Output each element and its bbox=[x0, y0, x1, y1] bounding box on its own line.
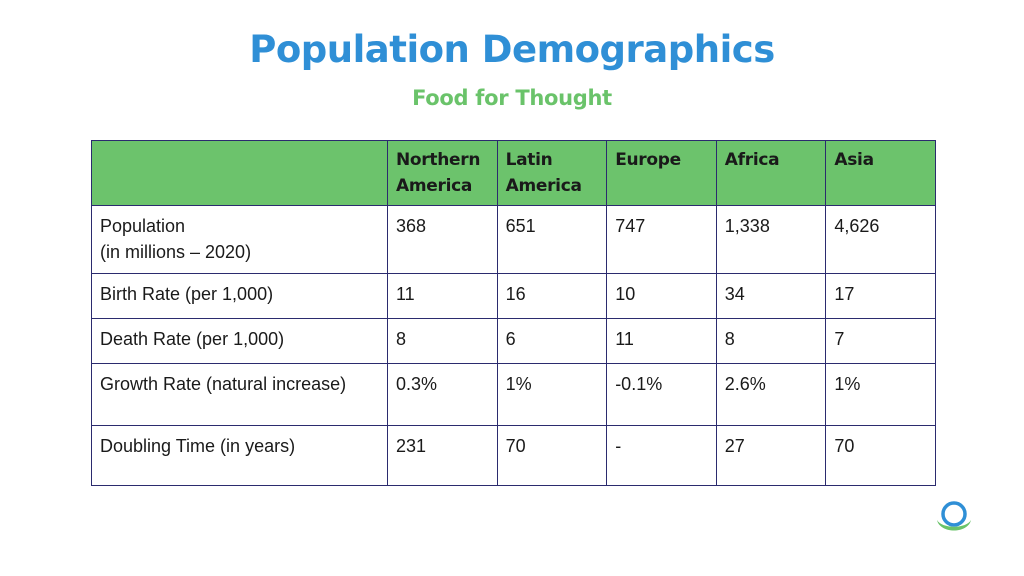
table-header-row: Northern America Latin America Europe Af… bbox=[91, 140, 936, 206]
table-cell: 651 bbox=[496, 205, 608, 274]
table-cell: 70 bbox=[496, 425, 608, 486]
table-cell: 16 bbox=[496, 273, 608, 319]
demographics-table: Northern America Latin America Europe Af… bbox=[91, 140, 936, 486]
table-cell: 7 bbox=[825, 318, 936, 364]
row-label-population: Population (in millions – 2020) bbox=[91, 205, 388, 274]
table-cell: 70 bbox=[825, 425, 936, 486]
logo-ring bbox=[941, 501, 967, 527]
column-header-asia: Asia bbox=[825, 140, 936, 206]
table-row: Population (in millions – 2020) 368 651 … bbox=[91, 205, 936, 274]
table-row: Death Rate (per 1,000) 8 6 11 8 7 bbox=[91, 318, 936, 364]
table-cell: 17 bbox=[825, 273, 936, 319]
table-row: Doubling Time (in years) 231 70 - 27 70 bbox=[91, 425, 936, 486]
table-cell: 231 bbox=[387, 425, 498, 486]
table-cell: 11 bbox=[387, 273, 498, 319]
table-cell: 8 bbox=[387, 318, 498, 364]
table-cell: 27 bbox=[715, 425, 827, 486]
logo-swoosh bbox=[937, 520, 971, 531]
table-cell: 1% bbox=[496, 363, 608, 426]
table-cell: 8 bbox=[715, 318, 827, 364]
column-header-latin-america: Latin America bbox=[496, 140, 608, 206]
table-cell: 1,338 bbox=[715, 205, 827, 274]
row-label-growth-rate: Growth Rate (natural increase) bbox=[91, 363, 388, 426]
column-header-africa: Africa bbox=[715, 140, 827, 206]
table-corner-cell bbox=[91, 140, 388, 206]
table-cell: 11 bbox=[606, 318, 717, 364]
table-cell: 10 bbox=[606, 273, 717, 319]
table-cell: 6 bbox=[496, 318, 608, 364]
table-cell: 4,626 bbox=[825, 205, 936, 274]
table-cell: 34 bbox=[715, 273, 827, 319]
table-cell: -0.1% bbox=[606, 363, 717, 426]
table-row: Growth Rate (natural increase) 0.3% 1% -… bbox=[91, 363, 936, 426]
row-label-doubling-time: Doubling Time (in years) bbox=[91, 425, 388, 486]
table-cell: 0.3% bbox=[387, 363, 498, 426]
row-label-birth-rate: Birth Rate (per 1,000) bbox=[91, 273, 388, 319]
row-label-text: Population (in millions – 2020) bbox=[100, 216, 252, 262]
globe-swoosh-logo-icon bbox=[937, 501, 971, 531]
column-header-northern-america: Northern America bbox=[387, 140, 498, 206]
page-subtitle: Food for Thought bbox=[412, 86, 612, 110]
row-label-death-rate: Death Rate (per 1,000) bbox=[91, 318, 388, 364]
column-header-europe: Europe bbox=[606, 140, 717, 206]
page-title: Population Demographics bbox=[249, 28, 775, 71]
table-cell: 368 bbox=[387, 205, 498, 274]
table-cell: 2.6% bbox=[715, 363, 827, 426]
table-cell: 1% bbox=[825, 363, 936, 426]
table-cell: 747 bbox=[606, 205, 717, 274]
table-cell: - bbox=[606, 425, 717, 486]
table-row: Birth Rate (per 1,000) 11 16 10 34 17 bbox=[91, 273, 936, 319]
